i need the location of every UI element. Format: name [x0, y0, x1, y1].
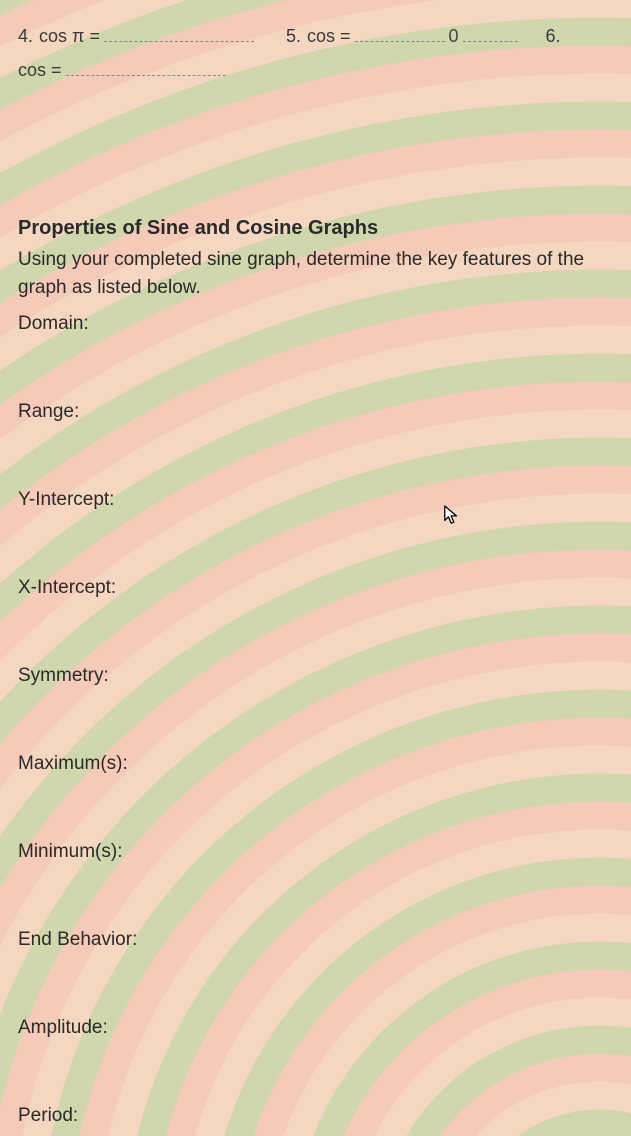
worksheet-page: 4. cos π = 5. cos = 0 6. cos = Propertie…: [0, 0, 631, 1136]
prop-end-behavior: End Behavior:: [18, 929, 613, 951]
question-6: 6.: [546, 20, 567, 52]
q5-mid-zero: 0: [449, 20, 459, 52]
q4-number: 4.: [18, 20, 33, 52]
q5-number: 5.: [286, 20, 301, 52]
spacer: [258, 20, 286, 52]
properties-section: Properties of Sine and Cosine Graphs Usi…: [18, 217, 613, 1127]
q5-blank-b[interactable]: [463, 23, 518, 42]
question-5: 5. cos = 0: [286, 20, 522, 52]
spacer: [522, 20, 546, 52]
q6-expression: cos =: [18, 54, 62, 86]
property-list: Domain: Range: Y-Intercept: X-Intercept:…: [18, 313, 613, 1127]
prop-domain: Domain:: [18, 313, 613, 335]
prop-range: Range:: [18, 401, 613, 423]
question-4: 4. cos π =: [18, 20, 258, 52]
prop-symmetry: Symmetry:: [18, 665, 613, 687]
section-instruction: Using your completed sine graph, determi…: [18, 246, 613, 303]
prop-y-intercept: Y-Intercept:: [18, 489, 613, 511]
q4-expression: cos π =: [39, 20, 100, 52]
q6-blank[interactable]: [66, 57, 226, 76]
prop-maximum: Maximum(s):: [18, 753, 613, 775]
prop-minimum: Minimum(s):: [18, 841, 613, 863]
prop-amplitude: Amplitude:: [18, 1017, 613, 1039]
q4-blank[interactable]: [104, 23, 254, 42]
top-question-row: 4. cos π = 5. cos = 0 6. cos =: [18, 20, 613, 87]
prop-x-intercept: X-Intercept:: [18, 577, 613, 599]
q5-blank-a[interactable]: [355, 23, 445, 42]
q5-expression: cos =: [307, 20, 351, 52]
question-6-cont: cos =: [18, 54, 613, 86]
q6-number: 6.: [546, 20, 561, 52]
prop-period: Period:: [18, 1105, 613, 1127]
section-heading: Properties of Sine and Cosine Graphs: [18, 217, 613, 240]
